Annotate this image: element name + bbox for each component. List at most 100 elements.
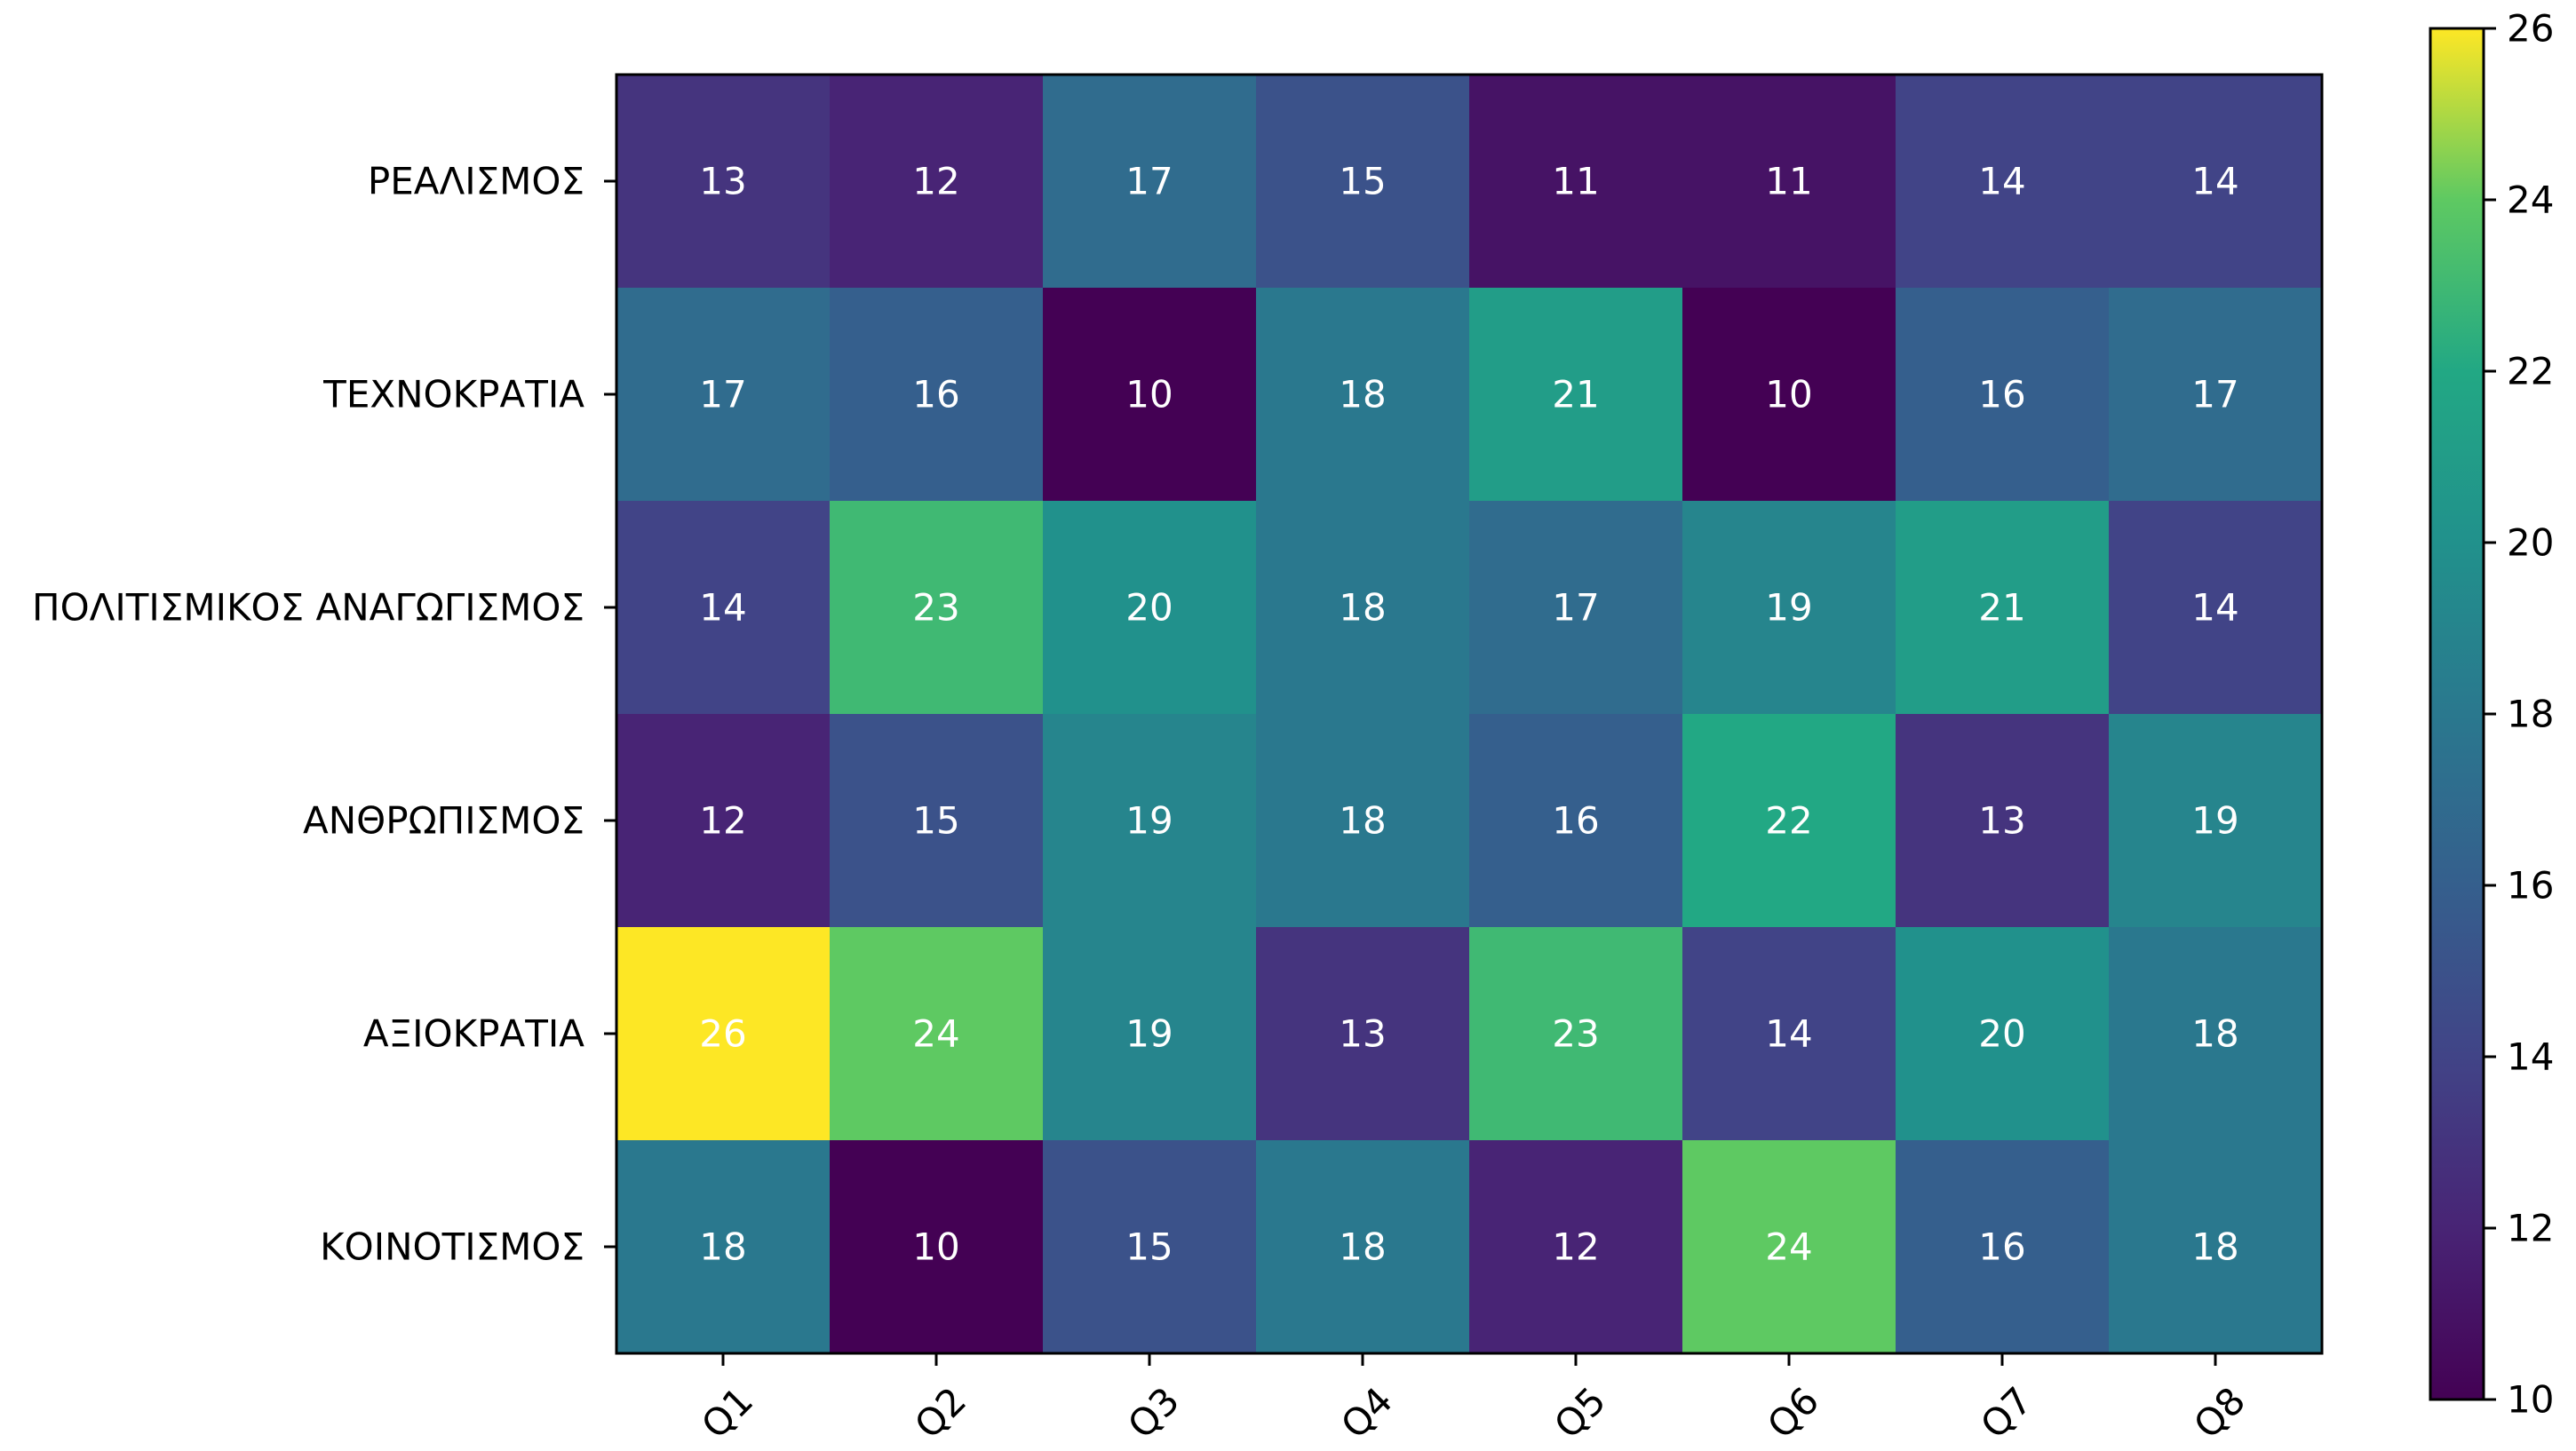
cell-value-label: 12 [912, 160, 959, 203]
heatmap-cell [1256, 75, 1470, 289]
heatmap-cell [1682, 927, 1896, 1141]
cell-value-label: 18 [1339, 1225, 1386, 1269]
cell-value-label: 16 [1978, 373, 2025, 416]
row-label: ΠΟΛΙΤΙΣΜΙΚΟΣ ΑΝΑΓΩΓΙΣΜΟΣ [32, 586, 584, 630]
cell-value-label: 12 [1552, 1225, 1599, 1269]
heatmap-cell [1469, 288, 1683, 502]
heatmap-cell [616, 927, 831, 1141]
colorbar-tick-label: 16 [2507, 864, 2554, 908]
cell-value-label: 15 [912, 799, 959, 843]
cell-value-label: 19 [2191, 799, 2238, 843]
heatmap-cell [1043, 1140, 1257, 1354]
cell-value-label: 18 [1339, 799, 1386, 843]
heatmap-cell [1256, 288, 1470, 502]
heatmap-cell [1256, 1140, 1470, 1354]
heatmap-cell [1682, 75, 1896, 289]
heatmap-cell [1682, 714, 1896, 928]
row-label: ΑΝΘΡΩΠΙΣΜΟΣ [303, 799, 584, 843]
colorbar-tick-label: 20 [2507, 521, 2554, 565]
column-label: Q1 [693, 1378, 761, 1447]
cell-value-label: 10 [1765, 373, 1812, 416]
cell-value-label: 17 [1125, 160, 1173, 203]
heatmap-cell [616, 75, 831, 289]
heatmap-cell [1043, 288, 1257, 502]
heatmap-cell [830, 714, 1044, 928]
row-axis: ΡΕΑΛΙΣΜΟΣ ΤΕΧΝΟΚΡΑΤΙΑ ΠΟΛΙΤΙΣΜΙΚΟΣ ΑΝΑΓΩΓΙ… [32, 160, 616, 1269]
cell-value-label: 19 [1125, 1012, 1173, 1056]
cell-value-label: 17 [1552, 586, 1599, 630]
cell-value-label: 16 [1552, 799, 1599, 843]
cell-value-label: 11 [1765, 160, 1812, 203]
cell-value-label: 17 [699, 373, 746, 416]
cell-value-label: 20 [1125, 586, 1173, 630]
heatmap-cell [1469, 927, 1683, 1141]
cell-value-label: 26 [699, 1012, 746, 1056]
colorbar-tick-label: 12 [2507, 1207, 2554, 1250]
heatmap-cell [1469, 1140, 1683, 1354]
colorbar-tick-label: 24 [2507, 178, 2554, 222]
cell-value-label: 17 [2191, 373, 2238, 416]
heatmap-cells [616, 75, 2323, 1354]
cell-value-label: 14 [2191, 586, 2238, 630]
heatmap-cell [830, 75, 1044, 289]
cell-value-label: 14 [699, 586, 746, 630]
heatmap-cell [616, 501, 831, 715]
heatmap-cell [1896, 501, 2110, 715]
heatmap-cell [1469, 501, 1683, 715]
heatmap-cell [1682, 501, 1896, 715]
cell-value-label: 19 [1125, 799, 1173, 843]
row-label: ΤΕΧΝΟΚΡΑΤΙΑ [322, 373, 584, 416]
cell-value-label: 12 [699, 799, 746, 843]
cell-value-label: 18 [2191, 1225, 2238, 1269]
heatmap-cell [1256, 501, 1470, 715]
row-label: ΡΕΑΛΙΣΜΟΣ [368, 160, 584, 203]
cell-value-label: 24 [912, 1012, 959, 1056]
heatmap-cell [2109, 501, 2323, 715]
column-label: Q2 [906, 1378, 974, 1447]
heatmap-cell [1896, 1140, 2110, 1354]
column-label: Q8 [2185, 1378, 2254, 1447]
heatmap-cell [2109, 1140, 2323, 1354]
heatmap-cell [2109, 75, 2323, 289]
heatmap-cell [1896, 75, 2110, 289]
cell-value-label: 10 [1125, 373, 1173, 416]
colorbar-gradient [2430, 28, 2484, 1399]
heatmap-cell [1043, 927, 1257, 1141]
colorbar-ticks: 10 12 14 16 18 20 22 24 26 [2484, 7, 2554, 1422]
cell-value-label: 18 [1339, 586, 1386, 630]
heatmap-cell [1896, 714, 2110, 928]
colorbar-tick-label: 18 [2507, 693, 2554, 736]
heatmap-cell [1256, 714, 1470, 928]
heatmap-cell-labels: 13 12 17 15 11 11 14 14 17 16 10 18 21 10 16 17 14 23 20 18… [699, 160, 2238, 1269]
column-label: Q4 [1332, 1378, 1401, 1447]
cell-value-label: 13 [1339, 1012, 1386, 1056]
cell-value-label: 21 [1552, 373, 1599, 416]
cell-value-label: 11 [1552, 160, 1599, 203]
cell-value-label: 15 [1339, 160, 1386, 203]
cell-value-label: 13 [699, 160, 746, 203]
column-label: Q3 [1119, 1378, 1188, 1447]
column-label: Q5 [1546, 1378, 1614, 1447]
cell-value-label: 20 [1978, 1012, 2025, 1056]
cell-value-label: 16 [1978, 1225, 2025, 1269]
cell-value-label: 23 [912, 586, 959, 630]
colorbar-tick-label: 26 [2507, 7, 2554, 51]
column-label: Q6 [1759, 1378, 1827, 1447]
heatmap-cell [616, 288, 831, 502]
heatmap-cell [1043, 501, 1257, 715]
heatmap-cell [1043, 75, 1257, 289]
cell-value-label: 18 [699, 1225, 746, 1269]
cell-value-label: 14 [1765, 1012, 1812, 1056]
cell-value-label: 14 [2191, 160, 2238, 203]
row-label: ΚΟΙΝΟΤΙΣΜΟΣ [320, 1225, 584, 1269]
column-label: Q7 [1972, 1378, 2040, 1447]
cell-value-label: 19 [1765, 586, 1812, 630]
colorbar-tick-label: 10 [2507, 1378, 2554, 1422]
cell-value-label: 13 [1978, 799, 2025, 843]
heatmap-cell [830, 288, 1044, 502]
heatmap-cell [2109, 288, 2323, 502]
heatmap-cell [2109, 927, 2323, 1141]
plot-frame [615, 73, 2324, 1355]
